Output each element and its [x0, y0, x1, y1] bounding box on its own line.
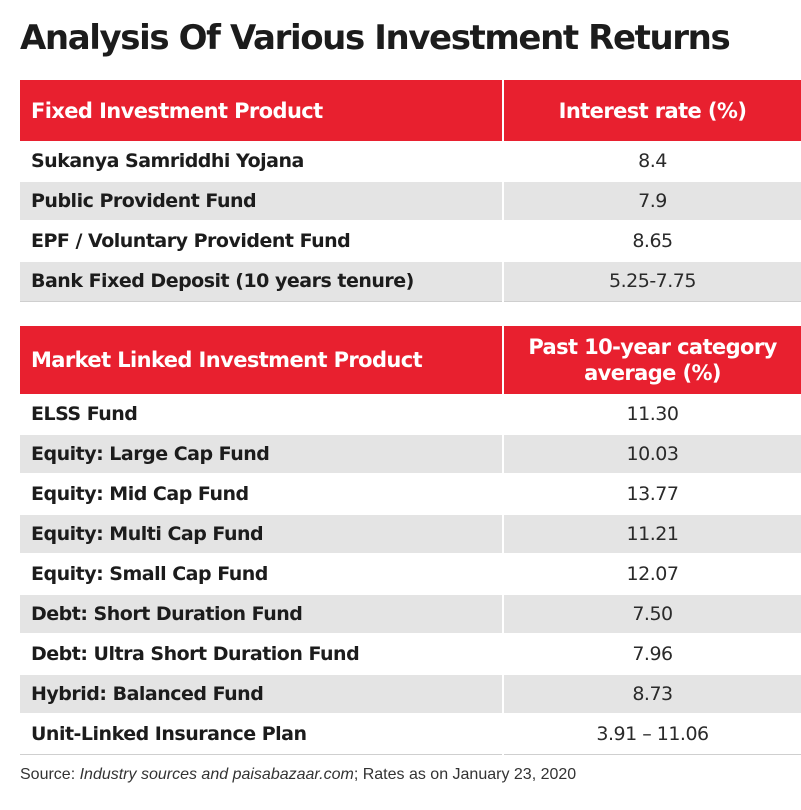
product-name-cell: Sukanya Samriddhi Yojana	[20, 141, 503, 182]
product-name-cell: Debt: Short Duration Fund	[20, 594, 503, 635]
rate-value-cell: 3.91 – 11.06	[502, 714, 801, 755]
market-linked-investment-table: Market Linked Investment Product Past 10…	[20, 326, 801, 755]
table-header-row: Market Linked Investment Product Past 10…	[20, 326, 801, 394]
rate-value-cell: 13.77	[502, 474, 801, 515]
source-note: Source: Industry sources and paisabazaar…	[20, 766, 576, 784]
source-italic-text: Industry sources and paisabazaar.com	[79, 766, 354, 783]
rate-value-cell: 10.03	[502, 434, 801, 475]
rate-value-cell: 8.4	[502, 141, 801, 182]
column-header-rate: Interest rate (%)	[502, 80, 801, 141]
table-row: Bank Fixed Deposit (10 years tenure) 5.25…	[20, 261, 801, 302]
table-row: Unit-Linked Insurance Plan 3.91 – 11.06	[20, 714, 801, 755]
product-name-cell: Equity: Mid Cap Fund	[20, 474, 503, 515]
product-name-cell: Equity: Small Cap Fund	[20, 554, 503, 595]
table-row: Equity: Small Cap Fund 12.07	[20, 554, 801, 595]
rate-value-cell: 7.50	[502, 594, 801, 635]
product-name-cell: Debt: Ultra Short Duration Fund	[20, 634, 503, 675]
product-name-cell: ELSS Fund	[20, 394, 503, 435]
table-header-row: Fixed Investment Product Interest rate (…	[20, 80, 801, 141]
rate-value-cell: 8.65	[502, 221, 801, 262]
table-row: EPF / Voluntary Provident Fund 8.65	[20, 221, 801, 262]
product-name-cell: EPF / Voluntary Provident Fund	[20, 221, 503, 262]
product-name-cell: Public Provident Fund	[20, 181, 503, 222]
product-name-cell: Equity: Large Cap Fund	[20, 434, 503, 475]
product-name-cell: Hybrid: Balanced Fund	[20, 674, 503, 715]
rate-value-cell: 7.96	[502, 634, 801, 675]
fixed-investment-table: Fixed Investment Product Interest rate (…	[20, 80, 801, 302]
table-row: ELSS Fund 11.30	[20, 394, 801, 435]
table-row: Debt: Ultra Short Duration Fund 7.96	[20, 634, 801, 675]
rate-value-cell: 11.30	[502, 394, 801, 435]
table-row: Equity: Mid Cap Fund 13.77	[20, 474, 801, 515]
table-row: Hybrid: Balanced Fund 8.73	[20, 674, 801, 715]
table-row: Sukanya Samriddhi Yojana 8.4	[20, 141, 801, 182]
column-header-product: Market Linked Investment Product	[20, 326, 503, 394]
source-label: Source:	[20, 766, 80, 783]
product-name-cell: Unit-Linked Insurance Plan	[20, 714, 503, 755]
table-row: Equity: Large Cap Fund 10.03	[20, 434, 801, 475]
table-row: Public Provident Fund 7.9	[20, 181, 801, 222]
rate-value-cell: 7.9	[502, 181, 801, 222]
rate-value-cell: 5.25-7.75	[502, 261, 801, 302]
table-row: Debt: Short Duration Fund 7.50	[20, 594, 801, 635]
rate-value-cell: 11.21	[502, 514, 801, 555]
source-rest-text: ; Rates as on January 23, 2020	[353, 766, 577, 783]
rate-value-cell: 12.07	[502, 554, 801, 595]
product-name-cell: Equity: Multi Cap Fund	[20, 514, 503, 555]
column-header-product: Fixed Investment Product	[20, 80, 503, 141]
product-name-cell: Bank Fixed Deposit (10 years tenure)	[20, 261, 503, 302]
rate-value-cell: 8.73	[502, 674, 801, 715]
page-title: Analysis Of Various Investment Returns	[20, 18, 731, 58]
table-row: Equity: Multi Cap Fund 11.21	[20, 514, 801, 555]
column-header-average: Past 10-year category average (%)	[502, 326, 801, 394]
